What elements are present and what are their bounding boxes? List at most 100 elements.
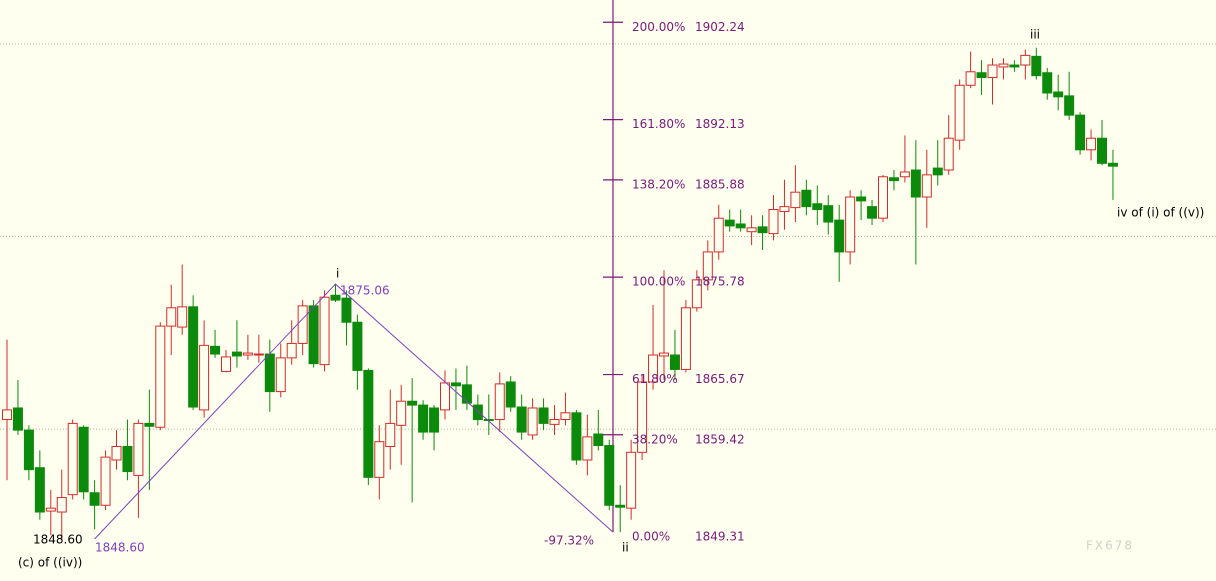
- fib-price-label: 1885.88: [695, 177, 745, 191]
- candle-body: [505, 381, 516, 408]
- candle-body: [1020, 54, 1031, 66]
- watermark: FX678: [1086, 539, 1134, 553]
- candle-body: [461, 384, 472, 404]
- candle-body: [407, 400, 418, 406]
- candle-body: [122, 446, 133, 473]
- candle-body: [867, 206, 878, 219]
- candle-body: [396, 400, 407, 426]
- candle-body: [888, 177, 899, 182]
- candle-body: [790, 191, 801, 209]
- candle-body: [899, 171, 910, 178]
- candle-body: [582, 436, 593, 461]
- candle-body: [308, 305, 319, 365]
- price-label: 1848.60: [33, 533, 83, 547]
- candle-body: [516, 406, 527, 433]
- candle-body: [1031, 55, 1042, 77]
- candle-body: [1042, 72, 1053, 94]
- fib-price-label: 1849.31: [695, 530, 745, 544]
- candle-body: [648, 354, 659, 383]
- candle-body: [12, 407, 23, 431]
- candle-body: [604, 445, 615, 506]
- annotation: i: [336, 267, 339, 281]
- candle-body: [538, 407, 549, 424]
- candle-body: [450, 382, 461, 387]
- candle-body: [702, 251, 713, 281]
- candle-body: [845, 196, 856, 253]
- candle-body: [637, 381, 648, 453]
- price-label: 1875.06: [340, 284, 390, 298]
- fib-ratio-label: 0.00%: [632, 530, 670, 544]
- candle-body: [363, 369, 374, 478]
- candle-body: [669, 354, 680, 370]
- candle-body: [713, 217, 724, 253]
- candle-body: [757, 226, 768, 234]
- annotation: ii: [622, 541, 629, 555]
- fib-ratio-label: 38.20%: [632, 432, 678, 446]
- candle-body: [78, 426, 89, 493]
- candle-body: [626, 451, 637, 509]
- candle-body: [111, 446, 122, 461]
- candle-body: [264, 353, 275, 393]
- candle-body: [746, 227, 757, 233]
- candle-body: [527, 407, 538, 436]
- candle-body: [286, 342, 297, 359]
- candle-body: [1075, 114, 1086, 151]
- candle-body: [374, 441, 385, 478]
- candle-body: [231, 351, 242, 357]
- candle-body: [330, 294, 341, 301]
- candle-body: [418, 404, 429, 433]
- candle-body: [483, 419, 494, 422]
- candle-body: [352, 321, 363, 371]
- candle-body: [943, 137, 954, 171]
- candle-body: [987, 64, 998, 79]
- fib-price-label: 1892.13: [695, 117, 745, 131]
- fib-price-label: 1875.78: [695, 275, 745, 289]
- fib-ratio-label: 61.80%: [632, 372, 678, 386]
- candle-body: [155, 325, 166, 428]
- candle-body: [812, 203, 823, 211]
- price-label: 1848.60: [95, 541, 145, 555]
- candle-body: [67, 422, 78, 496]
- candle-body: [100, 456, 111, 506]
- candle-body: [177, 306, 188, 328]
- candle-body: [133, 422, 144, 476]
- fib-price-label: 1902.24: [695, 20, 745, 34]
- fib-ratio-label: 200.00%: [632, 20, 685, 34]
- candle-body: [1053, 91, 1064, 98]
- candle-body: [593, 433, 604, 447]
- annotation: -97.32%: [544, 534, 594, 548]
- candle-body: [1107, 162, 1118, 167]
- candle-body: [221, 356, 231, 372]
- candle-body: [921, 174, 932, 198]
- candle-body: [965, 71, 976, 86]
- candle-body: [735, 223, 746, 229]
- candle-body: [45, 507, 56, 512]
- candle-body: [768, 209, 779, 235]
- fib-price-label: 1859.42: [695, 432, 745, 446]
- candle-body: [1097, 137, 1107, 164]
- fib-price-label: 1865.67: [695, 372, 745, 386]
- candle-body: [385, 422, 396, 448]
- candle-body: [560, 412, 571, 421]
- candle-body: [779, 206, 790, 212]
- candle-body: [1086, 137, 1097, 151]
- candle-body: [275, 357, 286, 393]
- candle-body: [1009, 64, 1020, 68]
- candle-body: [834, 219, 845, 253]
- candle-body: [878, 176, 888, 219]
- candle-body: [976, 72, 987, 79]
- candle-body: [998, 63, 1009, 68]
- candle-body: [144, 422, 155, 427]
- candle-body: [494, 383, 505, 421]
- candle-body: [23, 429, 34, 471]
- candle-body: [89, 492, 100, 506]
- candle-body: [440, 382, 450, 411]
- candle-body: [242, 352, 253, 356]
- candle-body: [199, 344, 210, 411]
- candle-body: [56, 497, 67, 513]
- candle-body: [2, 409, 12, 421]
- annotation: (c) of ((iv)): [18, 556, 82, 570]
- candle-body: [429, 407, 440, 433]
- annotation: iv of (i) of ((v)): [1117, 206, 1204, 220]
- candle-body: [472, 404, 483, 421]
